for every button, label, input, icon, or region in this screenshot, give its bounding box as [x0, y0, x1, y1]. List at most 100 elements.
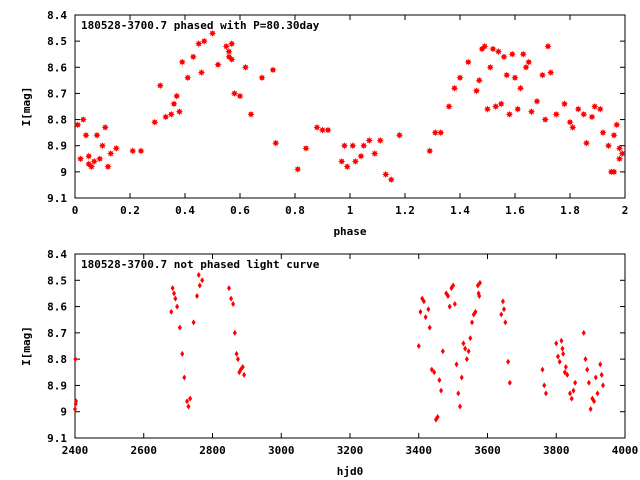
data-point [473, 308, 478, 315]
data-point [560, 100, 569, 108]
data-point [432, 369, 437, 376]
data-point [527, 108, 536, 116]
data-point [197, 68, 206, 77]
data-point [559, 337, 564, 344]
data-point [565, 371, 570, 378]
x-tick-label: 3000 [268, 444, 295, 457]
data-point [214, 61, 222, 69]
y-tick-label: 9 [60, 166, 67, 179]
data-point [294, 165, 302, 173]
data-point [101, 123, 109, 132]
data-point [563, 364, 568, 371]
data-point [365, 136, 373, 145]
data-point [569, 395, 574, 402]
data-point [426, 306, 431, 313]
data-point [554, 340, 559, 347]
y-tick-label: 8.6 [47, 301, 67, 314]
data-point [416, 343, 421, 349]
data-point [349, 142, 357, 150]
data-point [231, 300, 236, 307]
data-point [586, 379, 591, 386]
y-axis-label: I[mag] [20, 326, 33, 366]
data-point [222, 42, 230, 50]
data-point [595, 390, 600, 397]
data-point [542, 382, 547, 389]
y-tick-label: 8.5 [47, 274, 67, 287]
data-point [429, 366, 434, 373]
data-point [463, 345, 468, 352]
data-point [508, 50, 516, 58]
data-point [137, 147, 145, 155]
data-point [533, 97, 541, 105]
data-point [581, 329, 586, 336]
x-tick-label: 1.4 [450, 204, 470, 217]
x-tick-label: 3800 [543, 444, 570, 457]
data-point [156, 81, 164, 90]
data-point [107, 149, 115, 158]
data-point [560, 345, 565, 352]
data-point [592, 398, 597, 405]
data-point [232, 329, 237, 336]
x-tick-label: 4000 [612, 444, 639, 457]
data-point [225, 48, 233, 56]
data-point [525, 58, 533, 66]
data-point [459, 374, 464, 381]
y-tick-label: 8.7 [47, 327, 67, 340]
data-point [242, 371, 247, 378]
data-point [340, 142, 349, 150]
data-point [582, 139, 591, 147]
data-point [172, 290, 176, 297]
data-point [79, 115, 87, 124]
data-point [76, 155, 85, 163]
data-point [599, 371, 604, 378]
x-axis-label: hjd0 [337, 465, 364, 478]
data-point [456, 74, 464, 82]
data-point [454, 361, 459, 368]
data-point [227, 285, 231, 292]
y-tick-label: 8.5 [47, 35, 67, 48]
data-point [561, 350, 566, 357]
y-tick-label: 8.9 [47, 140, 67, 153]
data-point [74, 121, 82, 129]
data-point [437, 377, 442, 384]
data-point [450, 84, 459, 92]
data-point [235, 356, 240, 363]
data-point [522, 63, 530, 71]
data-point [376, 136, 384, 145]
data-point [468, 335, 473, 342]
x-tick-label: 1 [347, 204, 354, 217]
x-tick-label: 3400 [406, 444, 433, 457]
data-point [519, 50, 527, 58]
data-point [615, 144, 624, 152]
data-point [73, 356, 78, 363]
data-point [431, 129, 439, 137]
x-tick-label: 2400 [62, 444, 89, 457]
data-point [177, 324, 182, 331]
x-tick-label: 0.2 [120, 204, 140, 217]
y-tick-label: 8.8 [47, 114, 67, 127]
data-point [182, 374, 187, 381]
x-tick-label: 0.6 [230, 204, 250, 217]
chart-title: 180528-3700.7 not phased light curve [81, 258, 320, 271]
data-point [195, 40, 203, 48]
data-point [435, 413, 440, 420]
data-point [188, 395, 193, 402]
data-point [423, 314, 428, 321]
data-point [458, 403, 462, 410]
x-tick-label: 2600 [131, 444, 158, 457]
data-point [456, 390, 461, 397]
data-point [464, 58, 472, 66]
x-tick-label: 3600 [474, 444, 501, 457]
data-point [599, 129, 607, 137]
data-point [552, 110, 560, 118]
data-point [343, 163, 351, 171]
data-point [112, 144, 120, 152]
y-tick-label: 8.7 [47, 87, 67, 100]
data-point [568, 390, 572, 397]
data-point [610, 168, 618, 176]
data-point [574, 105, 582, 113]
data-point [615, 155, 624, 163]
data-point [562, 369, 567, 376]
data-point [613, 121, 621, 129]
